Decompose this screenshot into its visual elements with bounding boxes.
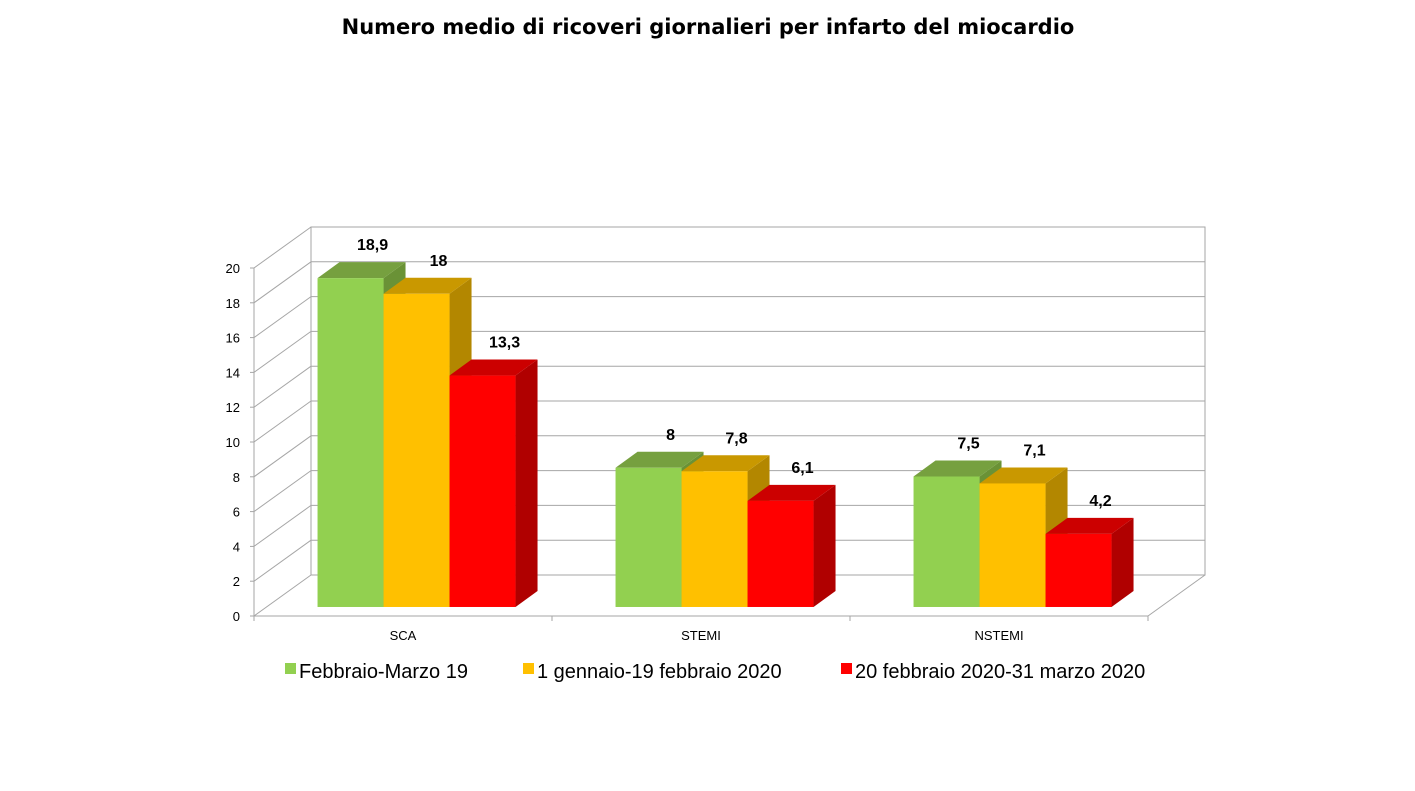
gridline-side	[253, 539, 312, 582]
y-tick-label: 12	[226, 400, 240, 415]
y-tick-label: 2	[233, 574, 240, 589]
legend-item: 20 febbraio 2020-31 marzo 2020	[841, 661, 1145, 683]
gridline-side	[253, 365, 312, 408]
bar-front	[449, 375, 516, 607]
data-label: 4,2	[1089, 493, 1111, 510]
axes: 0 2 4 6 8 10 12 14 16 18 20 SCA STEMI NSTEMI	[226, 261, 1149, 643]
data-label: 7,1	[1023, 442, 1045, 459]
legend-item: Febbraio-Marzo 19	[285, 661, 468, 683]
y-tick-label: 4	[233, 539, 240, 554]
x-tick-label: STEMI	[681, 628, 721, 643]
bar	[979, 467, 1068, 607]
bar-side	[1111, 517, 1134, 607]
legend-label: Febbraio-Marzo 19	[299, 661, 468, 683]
gridline-side	[253, 296, 312, 339]
x-tick-label: SCA	[390, 628, 417, 643]
bar-front	[615, 467, 682, 607]
gridline-side	[253, 400, 312, 443]
gridline-side	[253, 261, 312, 304]
y-tick-label: 0	[233, 609, 240, 624]
gridline-side	[253, 504, 312, 547]
gridline-side	[253, 226, 312, 269]
bar-top	[681, 455, 770, 472]
bar	[449, 359, 538, 607]
bar-top	[615, 451, 704, 468]
data-label: 7,5	[957, 435, 979, 452]
bar-front	[913, 476, 980, 607]
data-label: 8	[666, 427, 675, 444]
bar-front	[979, 483, 1046, 607]
legend-swatch	[841, 663, 852, 674]
data-label: 18	[430, 253, 448, 270]
chart-title: Numero medio di ricoveri giornalieri per…	[342, 15, 1075, 39]
x-tick-label: NSTEMI	[974, 628, 1023, 643]
bar-top	[383, 277, 472, 294]
y-tick-label: 10	[226, 435, 240, 450]
y-tick-label: 16	[226, 331, 240, 346]
bar-front	[317, 278, 384, 607]
y-tick-label: 20	[226, 261, 240, 276]
bar-top	[913, 460, 1002, 477]
gridline-side	[253, 574, 312, 617]
bars	[317, 262, 1134, 607]
floor-right-edge	[1147, 574, 1206, 617]
bar-top	[747, 484, 836, 501]
data-label: 7,8	[725, 430, 747, 447]
bar-front	[681, 471, 748, 607]
legend-label: 1 gennaio-19 febbraio 2020	[537, 661, 782, 683]
bar-top	[979, 467, 1068, 484]
bar-top	[1045, 517, 1134, 534]
y-tick-label: 8	[233, 470, 240, 485]
bar-front	[1045, 533, 1112, 607]
bar-front	[747, 500, 814, 607]
legend: Febbraio-Marzo 19 1 gennaio-19 febbraio 2…	[285, 661, 1145, 683]
bar-side	[813, 484, 836, 607]
data-labels: 18,9 18 13,3 8 7,8 6,1 7,5 7,1 4,2	[357, 237, 1112, 510]
bar-front	[383, 293, 450, 607]
data-label: 13,3	[489, 335, 520, 352]
legend-swatch	[523, 663, 534, 674]
y-tick-label: 6	[233, 505, 240, 520]
gridline-side	[253, 435, 312, 478]
legend-swatch	[285, 663, 296, 674]
legend-label: 20 febbraio 2020-31 marzo 2020	[855, 661, 1145, 683]
bar-top	[449, 359, 538, 376]
bar	[1045, 517, 1134, 607]
y-tick-label: 18	[226, 296, 240, 311]
bar-side	[515, 359, 538, 607]
bar	[747, 484, 836, 607]
legend-item: 1 gennaio-19 febbraio 2020	[523, 661, 782, 683]
bar-top	[317, 262, 406, 279]
gridline-side	[253, 470, 312, 513]
data-label: 6,1	[791, 460, 813, 477]
gridline-side	[253, 330, 312, 373]
data-label: 18,9	[357, 237, 388, 254]
y-tick-label: 14	[226, 365, 240, 380]
